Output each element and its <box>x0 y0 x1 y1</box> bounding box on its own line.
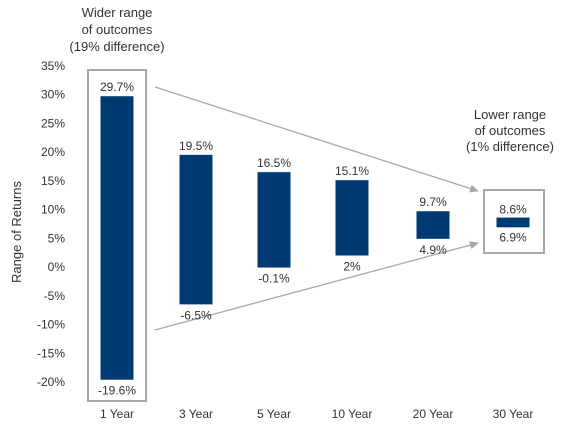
y-tick-label: -10% <box>37 318 65 332</box>
low-value-label: -19.6% <box>98 384 136 398</box>
upper-trend-arrow <box>154 86 479 193</box>
wider-range-annotation: Wider range <box>82 5 153 20</box>
high-value-label: 19.5% <box>179 139 213 153</box>
trend-arrows <box>154 86 479 331</box>
lower-range-annotation: (1% difference) <box>466 139 554 154</box>
x-category-label: 1 Year <box>100 407 134 421</box>
range-bar <box>257 172 291 268</box>
y-axis-label-group: Range of Returns <box>9 181 24 283</box>
last-bar-highlight-box <box>483 189 545 254</box>
range-bar <box>100 96 134 380</box>
y-tick-label: 15% <box>41 174 65 188</box>
high-value-label: 16.5% <box>257 156 291 170</box>
y-tick-label: -20% <box>37 375 65 389</box>
x-axis-ticks: 1 Year 3 Year 5 Year 10 Year 20 Year 30 Year <box>100 407 533 421</box>
y-tick-label: 20% <box>41 145 65 159</box>
high-value-label: 8.6% <box>499 203 527 217</box>
low-value-label: 4.9% <box>419 243 447 257</box>
y-tick-label: 35% <box>41 59 65 73</box>
low-value-label: 2% <box>343 260 361 274</box>
range-bar <box>416 211 450 239</box>
wider-range-annotation: (19% difference) <box>69 39 164 54</box>
y-tick-label: 10% <box>41 203 65 217</box>
annotations: Wider range of outcomes (19% difference) Lo… <box>69 5 554 154</box>
low-value-label: 6.9% <box>499 230 527 244</box>
range-bar <box>496 217 530 228</box>
bar-data-labels: 29.7% -19.6% 19.5% -6.5% 16.5% -0.1% 15.1% 2% 9.… <box>98 80 527 397</box>
x-category-label: 3 Year <box>179 407 213 421</box>
y-tick-label: -5% <box>44 289 66 303</box>
highlight-boxes <box>87 69 545 402</box>
lower-trend-arrow <box>154 241 479 331</box>
y-axis-label: Range of Returns <box>9 181 24 283</box>
high-value-label: 15.1% <box>335 164 369 178</box>
wider-range-annotation: of outcomes <box>82 22 153 37</box>
bars <box>100 96 530 380</box>
y-tick-label: 0% <box>48 260 66 274</box>
first-bar-highlight-box <box>87 69 147 402</box>
lower-range-annotation: of outcomes <box>475 123 546 138</box>
y-tick-label: 30% <box>41 88 65 102</box>
low-value-label: -6.5% <box>180 308 212 322</box>
range-bar <box>335 180 369 256</box>
high-value-label: 9.7% <box>419 195 447 209</box>
y-tick-label: 5% <box>48 231 66 245</box>
x-category-label: 5 Year <box>257 407 291 421</box>
low-value-label: -0.1% <box>258 272 290 286</box>
y-tick-label: 25% <box>41 116 65 130</box>
x-category-label: 30 Year <box>493 407 534 421</box>
y-tick-label: -15% <box>37 346 65 360</box>
lower-range-annotation: Lower range <box>474 107 546 122</box>
y-axis-ticks: 35% 30% 25% 20% 15% 10% 5% 0% -5% -10% -15% -20% <box>37 59 65 389</box>
x-category-label: 20 Year <box>413 407 454 421</box>
x-category-label: 10 Year <box>332 407 373 421</box>
high-value-label: 29.7% <box>100 80 134 94</box>
range-bar <box>179 154 213 305</box>
